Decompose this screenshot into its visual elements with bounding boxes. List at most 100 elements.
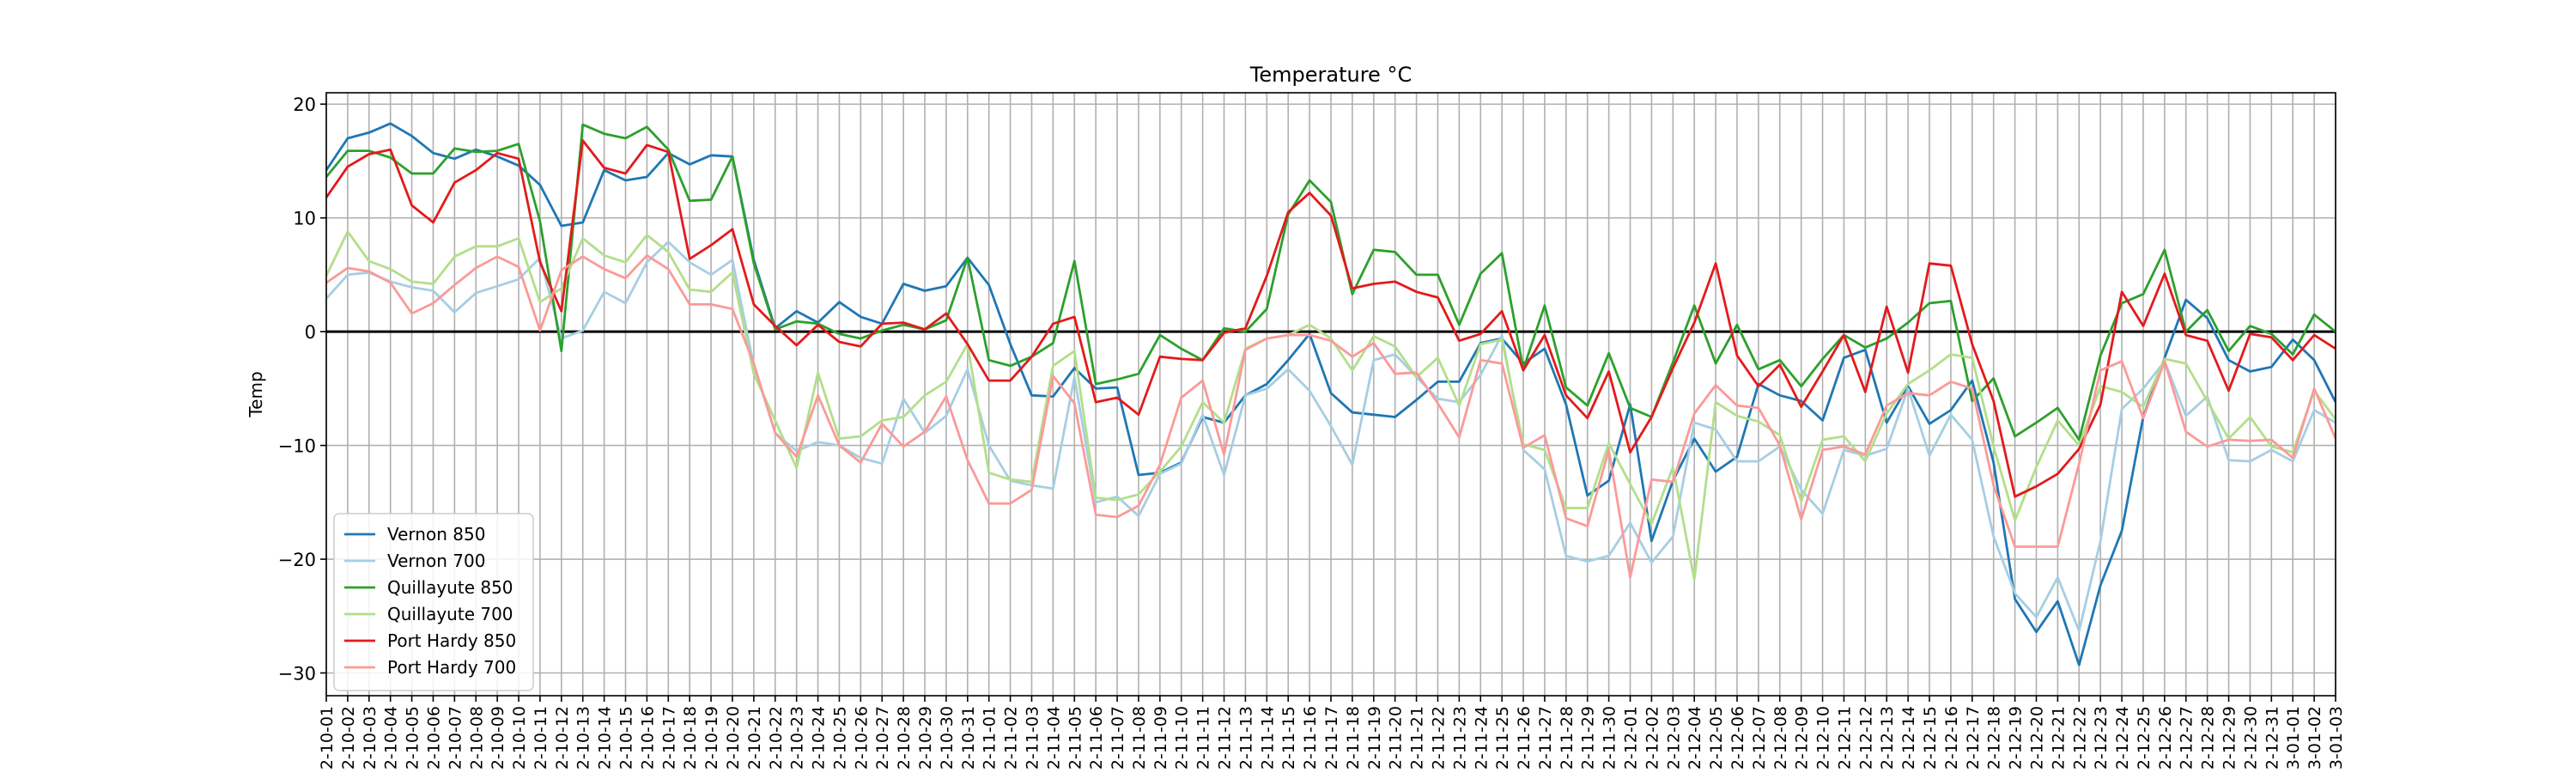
x-tick-label: 2-10-15 <box>617 706 636 770</box>
x-tick-label: 2-11-28 <box>1558 706 1577 770</box>
x-tick-label: 2-10-21 <box>745 706 764 770</box>
x-tick-label: 2-12-27 <box>2178 706 2196 770</box>
x-tick-label: 2-11-29 <box>1579 706 1598 770</box>
x-tick-label: 2-12-13 <box>1878 706 1897 770</box>
y-tick-label: 10 <box>293 209 316 229</box>
legend-label: Quillayute 850 <box>387 577 513 598</box>
x-tick-label: 2-10-27 <box>873 706 892 770</box>
x-tick-label: 2-10-28 <box>895 706 914 770</box>
x-tick-label: 2-12-06 <box>1728 706 1747 770</box>
x-tick-label: 2-12-20 <box>2027 706 2046 770</box>
x-tick-label: 2-10-16 <box>638 706 657 770</box>
x-tick-label: 2-11-18 <box>1344 706 1363 770</box>
x-tick-label: 2-10-20 <box>724 706 743 770</box>
y-axis-label: Temp <box>246 371 266 417</box>
tick-layer: 2-10-01 2-10-02 2-10-03 2-10-04 2-10-05 2-10-… <box>278 94 2346 770</box>
x-tick-label: 2-10-05 <box>404 706 422 770</box>
x-tick-label: 2-10-09 <box>489 706 507 770</box>
x-tick-label: 2-11-05 <box>1066 706 1084 770</box>
x-tick-label: 3-01-01 <box>2284 706 2303 770</box>
series-line-quillayute-850 <box>325 123 2336 441</box>
x-tick-label: 2-12-29 <box>2221 706 2239 770</box>
x-tick-label: 2-11-10 <box>1173 706 1192 770</box>
x-tick-label: 2-11-30 <box>1601 706 1619 770</box>
x-tick-label: 3-01-03 <box>2327 706 2346 770</box>
x-tick-label: 2-11-13 <box>1236 706 1255 770</box>
x-tick-label: 2-10-11 <box>532 706 550 770</box>
x-tick-label: 2-11-25 <box>1493 706 1512 770</box>
legend-label: Port Hardy 850 <box>387 630 516 651</box>
x-tick-label: 2-10-13 <box>574 706 593 770</box>
legend-label: Port Hardy 700 <box>387 657 516 678</box>
x-tick-label: 2-11-24 <box>1472 706 1491 770</box>
x-tick-label: 2-11-26 <box>1515 706 1534 770</box>
x-tick-label: 2-10-12 <box>553 706 572 770</box>
x-tick-label: 2-11-27 <box>1536 706 1555 770</box>
x-tick-label: 2-12-30 <box>2241 706 2260 770</box>
x-tick-label: 2-10-02 <box>339 706 358 770</box>
x-tick-label: 2-11-08 <box>1130 706 1149 770</box>
x-tick-label: 2-10-07 <box>446 706 465 770</box>
x-tick-label: 2-10-06 <box>424 706 443 770</box>
x-tick-label: 2-12-21 <box>2049 706 2068 770</box>
x-tick-label: 2-11-19 <box>1365 706 1384 770</box>
x-tick-label: 2-12-31 <box>2263 706 2281 770</box>
x-tick-label: 2-12-08 <box>1771 706 1790 770</box>
x-tick-label: 2-10-22 <box>767 706 786 770</box>
x-tick-label: 2-12-07 <box>1750 706 1769 770</box>
x-tick-label: 2-10-01 <box>318 706 337 770</box>
y-tick-label: 20 <box>293 94 316 115</box>
x-tick-label: 2-12-25 <box>2135 706 2154 770</box>
legend-box <box>333 513 534 691</box>
legend: Vernon 850 Vernon 700 Quillayute 850 Quilla… <box>333 513 534 691</box>
y-tick-label: −30 <box>278 664 316 685</box>
x-tick-label: 2-11-21 <box>1408 706 1427 770</box>
x-tick-label: 2-12-02 <box>1643 706 1662 770</box>
x-tick-label: 2-10-25 <box>830 706 849 770</box>
x-tick-label: 2-12-24 <box>2113 706 2132 770</box>
x-tick-label: 2-11-17 <box>1322 706 1341 770</box>
series-line-port-hardy-700 <box>325 253 2337 579</box>
x-tick-label: 2-12-12 <box>1856 706 1875 770</box>
y-tick-label: 0 <box>305 322 316 343</box>
x-tick-label: 2-11-02 <box>1002 706 1021 770</box>
x-tick-label: 2-11-01 <box>981 706 999 770</box>
x-tick-label: 2-12-22 <box>2070 706 2089 770</box>
legend-label: Quillayute 700 <box>387 604 513 624</box>
x-tick-label: 2-10-26 <box>852 706 871 770</box>
x-tick-label: 2-10-17 <box>659 706 678 770</box>
x-tick-label: 2-10-29 <box>916 706 935 770</box>
y-tick-label: −10 <box>278 436 316 457</box>
x-tick-label: 2-12-17 <box>1964 706 1983 770</box>
x-tick-label: 2-10-14 <box>596 706 615 770</box>
legend-label: Vernon 850 <box>387 524 485 545</box>
x-tick-label: 2-10-23 <box>788 706 807 770</box>
x-tick-label: 2-12-05 <box>1707 706 1726 770</box>
x-tick-label: 2-10-04 <box>382 706 401 770</box>
x-tick-label: 2-12-18 <box>1985 706 2004 770</box>
x-tick-label: 2-11-04 <box>1044 706 1063 770</box>
x-tick-label: 2-10-03 <box>361 706 380 770</box>
x-tick-label: 2-11-09 <box>1151 706 1170 770</box>
x-tick-label: 2-12-16 <box>1942 706 1961 770</box>
chart-title: Temperature °C <box>1249 63 1412 87</box>
x-tick-label: 2-11-22 <box>1429 706 1448 770</box>
x-tick-label: 2-11-23 <box>1450 706 1469 770</box>
x-tick-label: 2-10-19 <box>702 706 721 770</box>
x-tick-label: 2-11-16 <box>1301 706 1320 770</box>
x-tick-label: 2-10-18 <box>681 706 700 770</box>
x-tick-label: 2-10-24 <box>810 706 829 770</box>
x-tick-label: 2-10-10 <box>510 706 529 770</box>
x-tick-label: 2-12-26 <box>2156 706 2175 770</box>
x-tick-label: 2-11-20 <box>1387 706 1406 770</box>
x-tick-label: 2-11-03 <box>1023 706 1042 770</box>
x-tick-label: 2-12-04 <box>1686 706 1704 770</box>
x-tick-label: 2-12-23 <box>2092 706 2111 770</box>
x-tick-label: 2-10-08 <box>467 706 486 770</box>
x-tick-label: 2-11-15 <box>1279 706 1298 770</box>
x-tick-label: 2-12-03 <box>1664 706 1683 770</box>
x-tick-label: 2-10-30 <box>938 706 957 770</box>
x-tick-label: 2-12-10 <box>1814 706 1833 770</box>
